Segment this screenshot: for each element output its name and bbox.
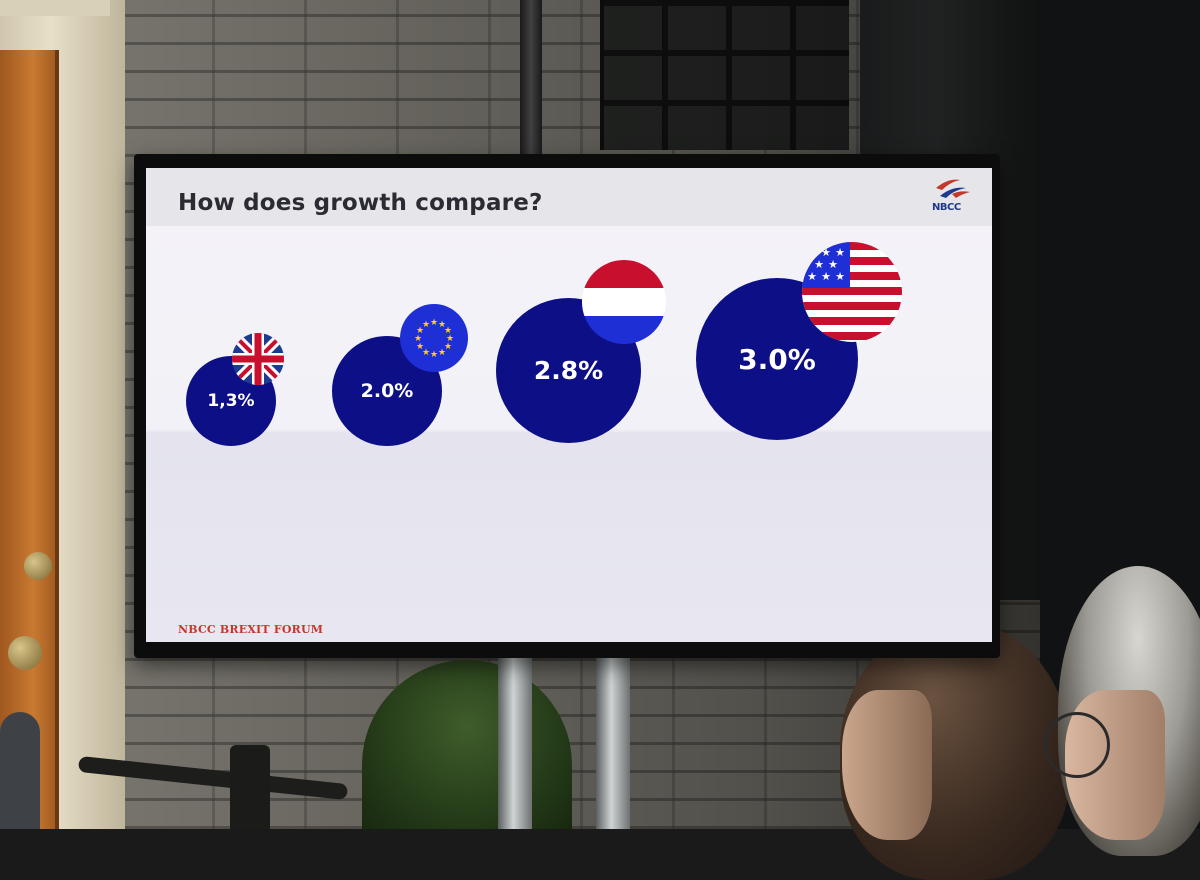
presentation-slide: How does growth compare? NBCC 1,3% 2.0% [146,168,992,642]
svg-text:★: ★ [438,320,446,330]
svg-text:★: ★ [835,246,845,259]
audience-shoulder [0,712,40,829]
hedge-plant [362,660,572,829]
growth-value: 1,3% [207,391,255,411]
growth-value: 3.0% [738,342,816,376]
tv-stand-pole [498,655,532,829]
slide-footer: NBCC BREXIT FORUM [178,623,324,636]
svg-text:★: ★ [444,342,452,352]
svg-text:★: ★ [422,320,430,330]
svg-text:★: ★ [807,270,817,283]
svg-text:★: ★ [430,350,438,360]
wooden-door [0,50,59,829]
door-knob [24,552,52,580]
svg-text:★: ★ [430,318,438,328]
glasses [1044,712,1110,778]
svg-text:★: ★ [446,334,454,344]
svg-text:★: ★ [828,258,838,271]
nbcc-logo: NBCC [930,174,978,218]
door-knob [8,636,42,670]
svg-text:★: ★ [422,348,430,358]
eu-flag-icon: ★ ★ ★ ★ ★ ★ ★ ★ ★ ★ ★ ★ [400,304,468,372]
growth-value: 2.0% [360,380,414,402]
svg-text:★: ★ [814,258,824,271]
slide-title: How does growth compare? [178,190,543,216]
svg-text:★: ★ [821,246,831,259]
svg-text:★: ★ [416,342,424,352]
netherlands-flag-icon [582,260,666,344]
tv-stand-pole [596,655,630,829]
svg-text:★: ★ [438,348,446,358]
growth-value: 2.8% [533,356,604,385]
svg-text:★: ★ [414,334,422,344]
logo-text: NBCC [932,202,961,213]
logo-swoosh-icon [936,179,970,198]
slide-header [146,168,992,226]
svg-text:★: ★ [416,326,424,336]
us-flag-icon: ★ ★ ★ ★ ★ ★ ★ ★ [802,242,902,342]
railing-post [230,745,270,829]
svg-text:★: ★ [821,270,831,283]
svg-text:★: ★ [444,326,452,336]
svg-text:★: ★ [835,270,845,283]
uk-flag-icon [232,333,284,385]
